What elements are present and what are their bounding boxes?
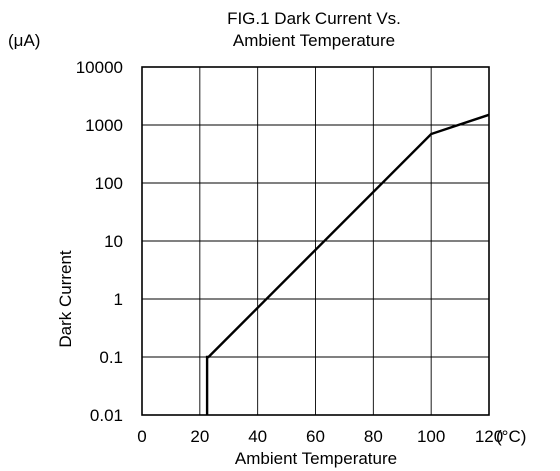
grid xyxy=(141,66,490,416)
y-tick-labels: 0.01 0.1 1 10 100 1000 10000 xyxy=(76,58,123,425)
y-tick-label-1000: 1000 xyxy=(85,116,123,135)
x-tick-label-0: 0 xyxy=(137,427,146,446)
series-line xyxy=(205,113,490,415)
chart-title-line1: FIG.1 Dark Current Vs. xyxy=(227,9,401,28)
x-tick-label-60: 60 xyxy=(306,427,325,446)
y-tick-label-100: 100 xyxy=(95,174,123,193)
x-unit-label: (°C) xyxy=(496,427,526,446)
y-tick-label-0.01: 0.01 xyxy=(90,406,123,425)
plot-frame xyxy=(141,66,490,416)
y-tick-label-1: 1 xyxy=(114,290,123,309)
x-axis-label: Ambient Temperature xyxy=(235,449,397,468)
y-tick-label-10: 10 xyxy=(104,232,123,251)
x-tick-label-40: 40 xyxy=(248,427,267,446)
x-tick-label-80: 80 xyxy=(364,427,383,446)
x-tick-labels: 0 20 40 60 80 100 120 xyxy=(137,427,503,446)
x-tick-label-120: 120 xyxy=(475,427,503,446)
y-unit-label: (μA) xyxy=(8,31,40,50)
x-tick-label-20: 20 xyxy=(190,427,209,446)
y-axis-label: Dark Current xyxy=(56,250,75,348)
y-tick-label-10000: 10000 xyxy=(76,58,123,77)
chart-title-line2: Ambient Temperature xyxy=(233,31,395,50)
y-tick-label-0.1: 0.1 xyxy=(99,348,123,367)
x-tick-label-100: 100 xyxy=(417,427,445,446)
